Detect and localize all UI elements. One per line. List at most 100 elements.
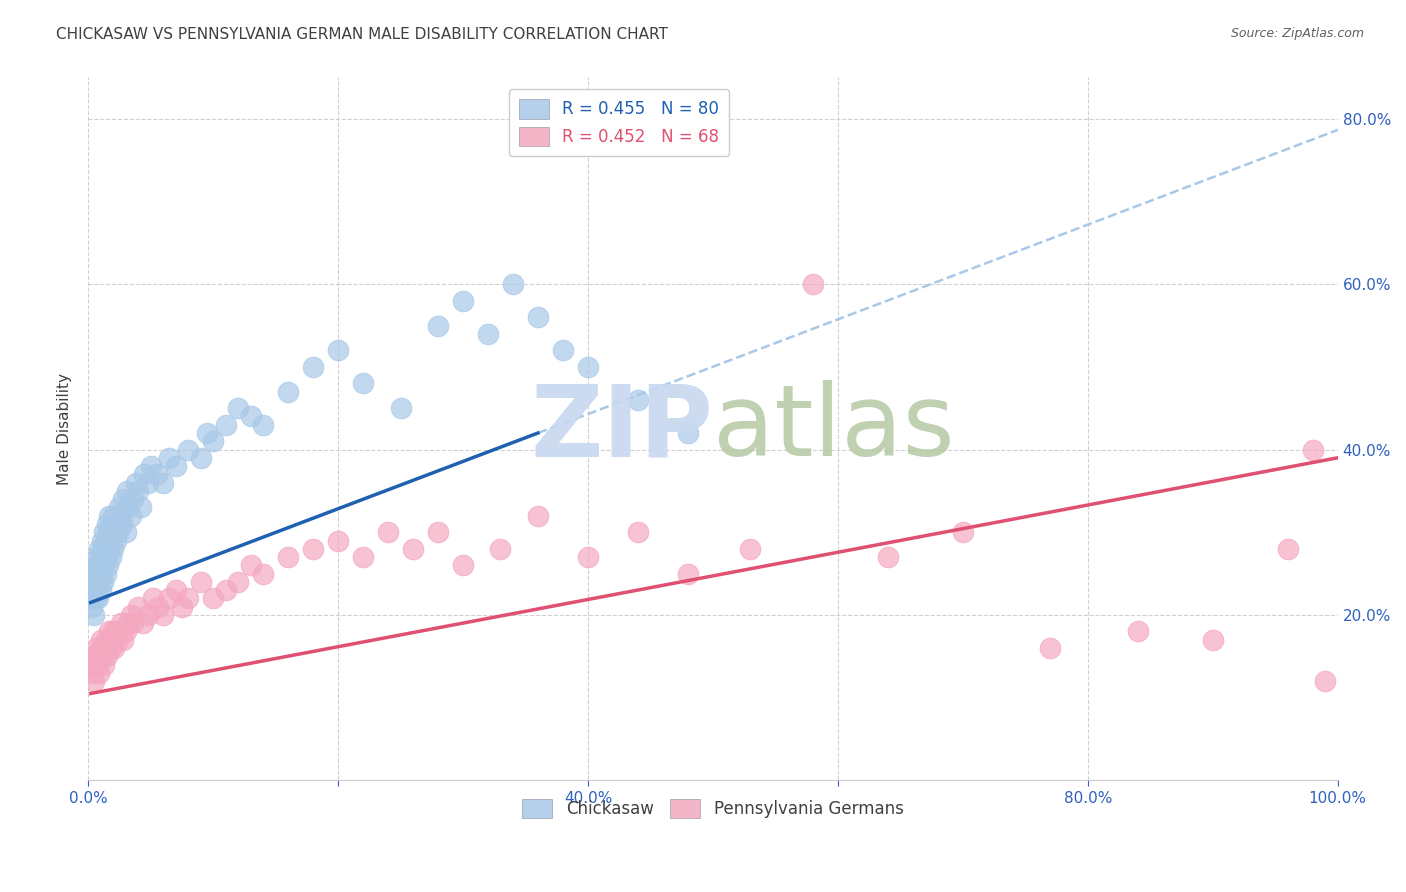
Point (177, 442, 200, 457)
Point (277, 549, 299, 564)
Point (876, 549, 898, 564)
Y-axis label: Male Disability: Male Disability (58, 373, 72, 485)
Point (801, 277, 824, 292)
Point (502, 277, 524, 292)
Point (114, 525, 136, 540)
Point (489, 541, 512, 556)
Point (352, 549, 374, 564)
Point (117, 500, 139, 515)
Point (86, 549, 108, 564)
Point (115, 483, 138, 498)
Point (165, 583, 187, 598)
Point (1202, 632, 1225, 647)
Point (84, 640, 107, 655)
Point (214, 417, 236, 432)
Point (93, 525, 115, 540)
Point (101, 624, 124, 639)
Point (112, 632, 135, 647)
Point (146, 599, 169, 614)
Point (103, 640, 125, 655)
Point (110, 616, 132, 631)
Point (101, 533, 124, 548)
Point (157, 591, 180, 606)
Point (326, 533, 349, 548)
Point (101, 508, 124, 523)
Point (90, 583, 112, 598)
Point (112, 492, 135, 507)
Point (1126, 624, 1149, 639)
Point (127, 483, 149, 498)
Text: Source: ZipAtlas.com: Source: ZipAtlas.com (1230, 27, 1364, 40)
Point (226, 401, 249, 416)
Point (202, 434, 225, 449)
Point (122, 616, 145, 631)
Point (91, 640, 114, 655)
Point (94, 533, 117, 548)
Point (127, 599, 149, 614)
Point (627, 525, 650, 540)
Point (97, 640, 120, 655)
Point (98, 624, 121, 639)
Point (89, 574, 111, 589)
Text: ZIP: ZIP (530, 380, 713, 477)
Point (576, 359, 599, 374)
Point (103, 525, 125, 540)
Point (87, 558, 110, 573)
Point (100, 549, 122, 564)
Point (96, 516, 118, 531)
Point (100, 516, 122, 531)
Point (190, 450, 212, 465)
Point (239, 558, 262, 573)
Point (139, 459, 162, 474)
Point (94, 632, 117, 647)
Point (86, 583, 108, 598)
Point (389, 401, 412, 416)
Point (82, 649, 104, 664)
Point (90, 566, 112, 581)
Point (122, 492, 145, 507)
Point (170, 599, 193, 614)
Point (83, 607, 105, 622)
Point (527, 508, 550, 523)
Point (87, 649, 110, 664)
Point (114, 624, 136, 639)
Point (80, 599, 103, 614)
Point (105, 516, 128, 531)
Point (104, 533, 127, 548)
Point (451, 293, 474, 308)
Point (551, 343, 574, 358)
Point (146, 467, 169, 482)
Point (97, 558, 120, 573)
Text: atlas: atlas (713, 380, 955, 477)
Point (91, 574, 114, 589)
Point (157, 450, 180, 465)
Point (152, 475, 174, 490)
Point (277, 384, 299, 399)
Point (576, 549, 599, 564)
Point (117, 616, 139, 631)
Point (252, 417, 274, 432)
Point (377, 525, 399, 540)
Point (84, 558, 107, 573)
Point (451, 558, 474, 573)
Point (87, 591, 110, 606)
Point (101, 632, 124, 647)
Point (120, 508, 142, 523)
Point (90, 549, 112, 564)
Point (108, 500, 131, 515)
Point (136, 475, 159, 490)
Point (239, 409, 262, 424)
Point (134, 467, 156, 482)
Point (1277, 541, 1299, 556)
Point (302, 541, 325, 556)
Point (1302, 442, 1324, 457)
Point (427, 318, 450, 333)
Point (93, 657, 115, 672)
Point (1039, 640, 1062, 655)
Point (676, 566, 699, 581)
Point (427, 525, 450, 540)
Point (83, 674, 105, 689)
Point (90, 632, 112, 647)
Point (104, 624, 127, 639)
Point (80, 665, 103, 680)
